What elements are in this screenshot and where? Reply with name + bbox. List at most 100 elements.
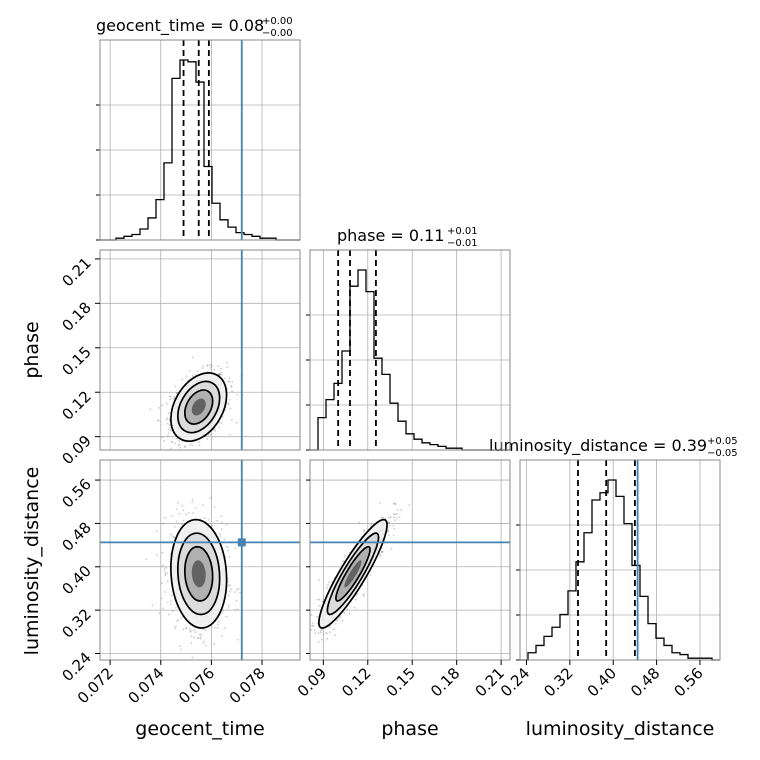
scatter-point [339, 616, 341, 618]
scatter-point [348, 612, 351, 615]
panel-frame-luminosity-distance-vs-phase [309, 459, 511, 661]
x-tick-label-geocent-time-2: 0.076 [175, 664, 218, 707]
scatter-point [228, 594, 230, 597]
scatter-point [182, 509, 185, 512]
scatter-point [318, 598, 321, 601]
scatter-point [312, 624, 315, 627]
scatter-point [199, 635, 202, 638]
scatter-point [313, 629, 316, 632]
scatter-point [165, 418, 168, 421]
scatter-point [180, 524, 183, 526]
scatter-point [216, 627, 219, 629]
scatter-point [227, 402, 230, 405]
scatter-point [174, 627, 177, 629]
panel-frame-geocent-time [99, 39, 301, 241]
scatter-point [173, 396, 176, 399]
scatter-point [167, 412, 170, 414]
scatter-point [353, 606, 356, 609]
scatter-point [363, 530, 366, 533]
scatter-point [166, 580, 169, 583]
scatter-point [332, 628, 335, 631]
contour-luminosity-distance-vs-phase-2 [335, 545, 371, 602]
scatter-point [176, 392, 179, 394]
scatter-point [192, 636, 195, 639]
scatter-point [362, 594, 365, 597]
title-phase: phase = 0.11 +0.01 −0.01 [337, 226, 478, 249]
scatter-point [316, 598, 319, 601]
scatter-point [234, 591, 237, 593]
scatter-point [227, 606, 230, 609]
x-tick-label-luminosity-distance-3: 0.48 [627, 664, 663, 700]
scatter-point [198, 444, 201, 447]
scatter-point [209, 364, 211, 367]
scatter-point [155, 530, 158, 533]
scatter-point [151, 604, 154, 607]
density-fill-luminosity-distance-vs-geocent-time-3 [191, 560, 206, 588]
scatter-point [202, 504, 204, 506]
y-tick-label-luminosity-distance-2: 0.40 [58, 562, 94, 598]
scatter-point [210, 433, 213, 436]
scatter-point [380, 551, 383, 554]
contour-luminosity-distance-vs-geocent-time-1 [176, 532, 221, 616]
scatter-point [169, 396, 172, 398]
y-tick-label-phase-3: 0.18 [58, 298, 94, 334]
scatter-point [311, 622, 314, 625]
scatter-point [178, 645, 181, 648]
scatter-point [320, 629, 322, 632]
scatter-point [394, 502, 396, 505]
scatter-point [178, 443, 181, 446]
scatter-point [362, 593, 365, 596]
scatter-point [220, 367, 222, 370]
scatter-point [202, 365, 205, 367]
scatter-point [166, 417, 169, 420]
scatter-point [226, 380, 229, 383]
scatter-point [341, 619, 344, 622]
scatter-point [182, 519, 185, 522]
scatter-point [228, 376, 231, 379]
scatter-point [190, 642, 193, 644]
scatter-point [185, 626, 188, 629]
scatter-point [169, 533, 172, 536]
x-tick-label-geocent-time-1: 0.074 [124, 664, 167, 707]
scatter-point [165, 402, 168, 405]
scatter-point [206, 364, 208, 367]
scatter-point [325, 631, 327, 634]
y-tick-label-luminosity-distance-3: 0.48 [58, 519, 94, 555]
scatter-point [390, 547, 393, 550]
scatter-point [164, 574, 167, 577]
scatter-point [176, 437, 178, 440]
xlabel-phase: phase [381, 718, 438, 740]
scatter-point [145, 558, 148, 561]
scatter-point [221, 611, 224, 614]
scatter-point [393, 513, 395, 516]
contour-phase-vs-geocent-time-1 [176, 380, 221, 434]
svg-text:luminosity_distance = 0.39: luminosity_distance = 0.39 [489, 436, 707, 456]
scatter-point [231, 390, 233, 393]
x-tick-label-luminosity-distance-1: 0.32 [540, 664, 576, 700]
scatter-point [223, 377, 226, 380]
scatter-point [310, 629, 312, 631]
scatter-point [229, 584, 232, 587]
density-fill-luminosity-distance-vs-phase-3 [344, 560, 362, 588]
scatter-point [334, 623, 337, 625]
scatter-point [381, 516, 384, 519]
scatter-point [321, 600, 324, 603]
scatter-point [171, 441, 174, 444]
scatter-point [326, 632, 329, 635]
scatter-point [318, 579, 321, 581]
scatter-point [225, 524, 228, 526]
scatter-point [166, 601, 169, 604]
scatter-point [228, 556, 231, 558]
scatter-point [219, 533, 221, 535]
truth-marker-luminosity-distance-vs-geocent-time [237, 538, 246, 547]
scatter-point [213, 368, 216, 371]
svg-text:+0.00: +0.00 [262, 16, 293, 27]
scatter-point [343, 555, 346, 558]
scatter-point [236, 588, 238, 591]
scatter-point [203, 517, 206, 519]
scatter-point [171, 535, 174, 537]
scatter-point [211, 365, 213, 368]
scatter-point [156, 554, 158, 556]
scatter-point [381, 550, 384, 553]
